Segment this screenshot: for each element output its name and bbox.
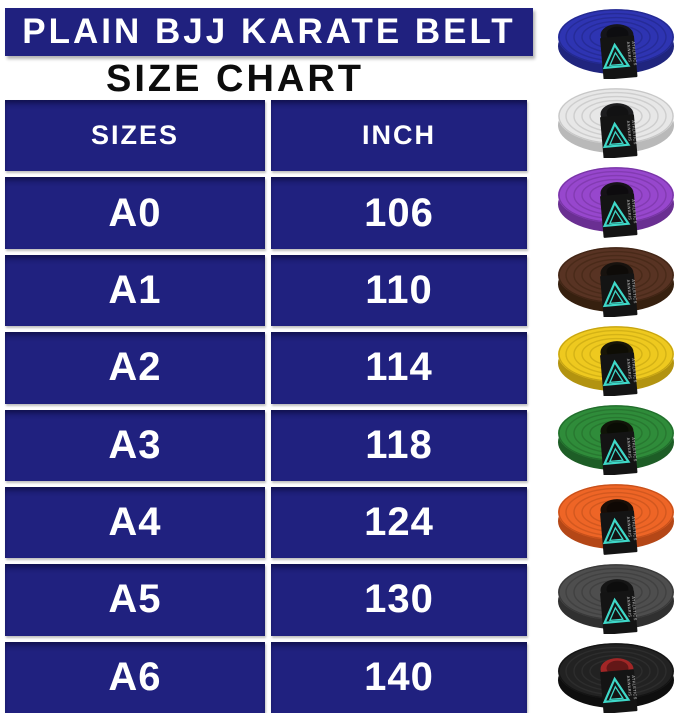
rolled-belt-graphic: ANWARIS ATHLETICS [558, 325, 674, 397]
white-belt: ANWARIS ATHLETICS [553, 79, 679, 159]
belt-tag: ANWARIS ATHLETICS [600, 272, 638, 317]
brand-text-line1: ANWARIS [626, 596, 633, 617]
brand-text-line1: ANWARIS [626, 279, 633, 300]
size-cell-a0: A0 [5, 177, 265, 249]
rolled-belt-graphic: ANWARIS ATHLETICS [558, 88, 674, 159]
brand-text-line1: ANWARIS [626, 675, 633, 696]
belt-tag: ANWARIS ATHLETICS [600, 114, 638, 159]
inch-cell-a6: 140 [271, 641, 527, 713]
brand-triangle-icon [602, 201, 631, 228]
belt-color-stack: ANWARIS ATHLETICS [553, 0, 679, 713]
rolled-belt-graphic: ANWARIS ATHLETICS [558, 246, 674, 317]
size-cell-a3: A3 [5, 409, 265, 481]
rolled-belt-graphic: ANWARIS ATHLETICS [558, 405, 674, 476]
inch-cell-a0: 106 [271, 177, 527, 249]
brand-triangle-icon [602, 359, 631, 386]
brand-text-line2: ATHLETICS [631, 120, 638, 145]
rolled-belt-graphic: ANWARIS ATHLETICS [558, 642, 674, 713]
belt-tag: ANWARIS ATHLETICS [600, 589, 638, 634]
black-belt: ANWARIS ATHLETICS [553, 634, 679, 713]
size-cell-a6: A6 [5, 641, 265, 713]
inch-cell-a3: 118 [271, 409, 527, 481]
size-cell-a2: A2 [5, 332, 265, 404]
inch-cell-a2: 114 [271, 332, 527, 404]
rolled-belt-graphic: ANWARIS ATHLETICS [558, 563, 674, 634]
brand-text-line2: ATHLETICS [631, 675, 638, 700]
brand-text-line2: ATHLETICS [631, 516, 638, 541]
belt-tag: ANWARIS ATHLETICS [600, 35, 638, 80]
size-chart-table: SIZES INCH A0 106 A1 110 A2 114 A3 118 A… [5, 100, 527, 713]
brand-triangle-icon [602, 438, 631, 466]
rolled-belt-graphic: ANWARIS ATHLETICS [558, 167, 674, 238]
brand-triangle-icon [602, 597, 631, 624]
brand-text-line2: ATHLETICS [631, 437, 638, 462]
brand-text-line2: ATHLETICS [631, 41, 638, 66]
belt-tag: ANWARIS ATHLETICS [600, 193, 638, 238]
brand-triangle-icon [602, 121, 631, 149]
page-title: PLAIN BJJ KARATE BELT [22, 12, 516, 51]
brand-text-line2: ATHLETICS [631, 199, 638, 224]
inch-cell-a4: 124 [271, 486, 527, 559]
rolled-belt-graphic: ANWARIS ATHLETICS [558, 9, 674, 80]
belt-tag: ANWARIS ATHLETICS [600, 668, 638, 713]
brand-text-line2: ATHLETICS [631, 358, 638, 383]
brand-text-line1: ANWARIS [626, 358, 633, 379]
col-header-inch: INCH [271, 100, 527, 172]
size-cell-a5: A5 [5, 564, 265, 636]
rolled-belt-graphic: ANWARIS ATHLETICS [558, 484, 674, 555]
orange-belt: ANWARIS ATHLETICS [553, 475, 679, 555]
brand-text-line1: ANWARIS [626, 200, 633, 221]
yellow-belt: ANWARIS ATHLETICS [553, 317, 679, 397]
brand-text-line1: ANWARIS [626, 41, 633, 62]
purple-belt: ANWARIS ATHLETICS [553, 158, 679, 238]
size-cell-a1: A1 [5, 254, 265, 327]
brand-text-line1: ANWARIS [626, 438, 633, 459]
brand-triangle-icon [602, 517, 631, 545]
size-cell-a4: A4 [5, 486, 265, 559]
brand-text-line2: ATHLETICS [631, 596, 638, 621]
inch-cell-a1: 110 [271, 254, 527, 327]
brand-text-line2: ATHLETICS [631, 279, 638, 304]
inch-cell-a5: 130 [271, 564, 527, 636]
brand-triangle-icon [602, 676, 631, 703]
subtitle: SIZE CHART [106, 57, 364, 100]
brand-text-line1: ANWARIS [626, 121, 633, 142]
green-belt: ANWARIS ATHLETICS [553, 396, 679, 476]
gray-belt: ANWARIS ATHLETICS [553, 555, 679, 634]
belt-tag: ANWARIS ATHLETICS [600, 431, 638, 476]
belt-tag: ANWARIS ATHLETICS [600, 352, 638, 397]
col-header-sizes: SIZES [5, 100, 265, 172]
brown-belt: ANWARIS ATHLETICS [553, 238, 679, 317]
blue-belt: ANWARIS ATHLETICS [553, 0, 679, 80]
belt-tag: ANWARIS ATHLETICS [600, 510, 638, 555]
brand-text-line1: ANWARIS [626, 517, 633, 538]
title-banner: PLAIN BJJ KARATE BELT [5, 8, 533, 56]
brand-triangle-icon [602, 42, 631, 70]
brand-triangle-icon [602, 280, 631, 307]
